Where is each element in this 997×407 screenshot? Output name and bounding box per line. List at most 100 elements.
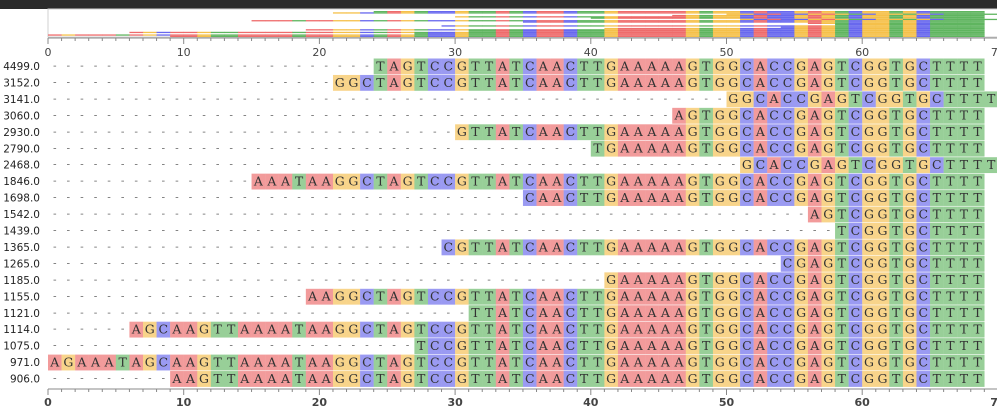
base-cell[interactable] [617,173,632,190]
base-cell[interactable] [794,157,809,174]
base-cell[interactable] [726,190,741,206]
base-cell[interactable] [943,157,958,174]
base-cell[interactable] [902,223,917,239]
base-cell[interactable] [617,58,632,75]
base-cell[interactable] [930,206,944,223]
base-cell[interactable] [780,190,795,206]
base-cell[interactable] [767,173,781,190]
base-cell[interactable] [889,124,904,141]
alignment-row[interactable]: 1121.0- - - - - - - - - - - - - - - - - - - - - - - - - - - - - - - T T A… [3,305,985,322]
base-cell[interactable] [807,140,822,157]
base-cell[interactable] [862,157,876,174]
base-cell[interactable] [780,107,795,124]
base-cell[interactable] [577,74,591,91]
base-cell[interactable] [740,91,754,108]
base-cell[interactable] [495,124,510,141]
base-cell[interactable] [835,124,849,141]
base-cell[interactable] [930,58,944,75]
base-cell[interactable] [495,173,510,190]
base-cell[interactable] [645,190,659,206]
base-cell[interactable] [414,74,429,91]
base-cell[interactable] [373,173,388,190]
base-cell[interactable] [522,124,537,141]
base-cell[interactable] [509,74,524,91]
base-cell[interactable] [889,223,904,239]
base-cell[interactable] [848,140,863,157]
base-cell[interactable] [672,190,686,206]
base-cell[interactable] [862,58,876,75]
base-cell[interactable] [767,157,781,174]
base-cell[interactable] [550,239,564,256]
base-cell[interactable] [427,173,442,190]
base-cell[interactable] [835,74,849,91]
base-cell[interactable] [685,107,700,124]
base-cell[interactable] [821,206,836,223]
base-cell[interactable] [821,173,836,190]
base-cell[interactable] [726,124,741,141]
base-cell[interactable] [767,124,781,141]
base-cell[interactable] [930,107,944,124]
base-cell[interactable] [672,74,686,91]
base-cell[interactable] [563,173,578,190]
base-cell[interactable] [889,190,904,206]
base-cell[interactable] [794,91,809,108]
base-cell[interactable] [672,140,686,157]
base-cell[interactable] [427,58,442,75]
base-cell[interactable] [848,91,863,108]
base-cell[interactable] [780,173,795,190]
alignment-row[interactable]: 2468.0- - - - - - - - - - - - - - - - - - - - - - - - - - - - - - - - - -… [3,157,997,174]
alignment-overview-track[interactable] [0,0,997,48]
base-cell[interactable] [957,58,971,75]
base-cell[interactable] [807,206,822,223]
base-cell[interactable] [699,74,714,91]
base-cell[interactable] [699,107,714,124]
base-cell[interactable] [740,74,754,91]
base-cell[interactable] [726,74,741,91]
base-cell[interactable] [495,239,510,256]
base-cell[interactable] [902,157,917,174]
base-cell[interactable] [604,74,619,91]
base-cell[interactable] [522,173,537,190]
alignment-row[interactable]: 1265.0- - - - - - - - - - - - - - - - - - - - - - - - - - - - - - - - - -… [3,256,985,272]
base-cell[interactable] [631,124,646,141]
base-cell[interactable] [550,58,564,75]
base-cell[interactable] [970,223,985,239]
alignment-row[interactable]: 3141.0- - - - - - - - - - - - - - - - - - - - - - - - - - - - - - - - - -… [3,91,997,108]
alignment-row[interactable]: 2930.0- - - - - - - - - - - - - - - - - - - - - - - - - - - - - - G T T A… [3,124,985,141]
base-cell[interactable] [970,173,985,190]
base-cell[interactable] [617,140,632,157]
base-cell[interactable] [699,173,714,190]
base-cell[interactable] [889,206,904,223]
base-cell[interactable] [753,173,768,190]
base-cell[interactable] [767,91,781,108]
base-cell[interactable] [577,173,591,190]
base-cell[interactable] [550,74,564,91]
base-cell[interactable] [645,124,659,141]
base-cell[interactable] [848,173,863,190]
base-cell[interactable] [943,206,958,223]
base-cell[interactable] [794,173,809,190]
base-cell[interactable] [740,173,754,190]
base-cell[interactable] [645,74,659,91]
base-cell[interactable] [943,91,958,108]
base-cell[interactable] [536,74,551,91]
base-cell[interactable] [943,107,958,124]
base-cell[interactable] [848,190,863,206]
base-cell[interactable] [848,124,863,141]
base-cell[interactable] [455,124,469,141]
base-cell[interactable] [835,107,849,124]
base-cell[interactable] [536,124,551,141]
base-cell[interactable] [848,223,863,239]
base-cell[interactable] [550,190,564,206]
base-cell[interactable] [943,140,958,157]
base-cell[interactable] [712,74,727,91]
alignment-row[interactable]: 3060.0- - - - - - - - - - - - - - - - - - - - - - - - - - - - - - - - - -… [3,107,985,124]
base-cell[interactable] [807,58,822,75]
base-cell[interactable] [780,140,795,157]
alignment-row[interactable]: 1075.0- - - - - - - - - - - - - - - - - - - - - - - - - - - T C C G T T A… [3,338,985,354]
base-cell[interactable] [821,107,836,124]
base-cell[interactable] [455,74,469,91]
base-cell[interactable] [807,157,822,174]
base-cell[interactable] [889,107,904,124]
base-cell[interactable] [807,190,822,206]
